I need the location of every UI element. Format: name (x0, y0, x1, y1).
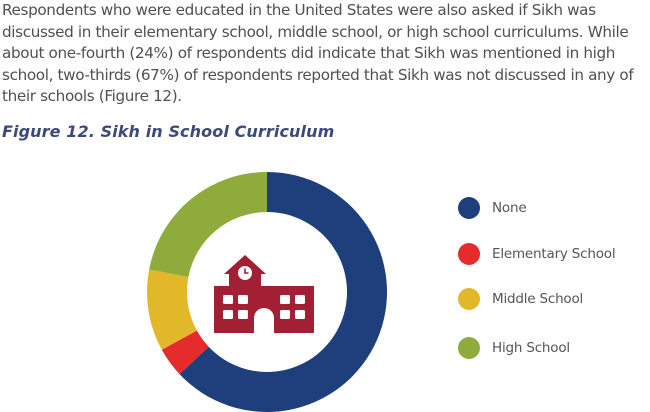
paragraph-line: Respondents who were educated in the Uni… (2, 1, 596, 19)
donut-segments (147, 172, 388, 412)
body-paragraph: Respondents who were educated in the Uni… (2, 0, 650, 108)
legend-label: Middle School (492, 291, 584, 307)
figure-title: Figure 12. Sikh in School Curriculum (2, 122, 335, 141)
donut-segment-none (179, 172, 388, 412)
donut-segment-elementary-school (161, 330, 209, 375)
legend-swatch-icon (458, 197, 480, 219)
donut-chart: None Elementary School Middle School Hig… (0, 160, 650, 412)
donut-svg (147, 172, 388, 412)
legend-swatch-icon (458, 288, 480, 310)
legend-swatch-icon (458, 337, 480, 359)
legend-item-high-school: High School (458, 336, 570, 360)
donut-segment-middle-school (147, 269, 197, 350)
legend-label: High School (492, 340, 570, 356)
legend-swatch-icon (458, 243, 480, 265)
paragraph-line: discussed in their elementary school, mi… (2, 22, 629, 41)
legend-label: Elementary School (492, 246, 616, 262)
school-building-icon (214, 255, 314, 333)
donut-segment-high-school (149, 172, 267, 278)
paragraph-line: their schools (Figure 12). (2, 87, 182, 105)
legend-item-none: None (458, 196, 527, 220)
legend-item-elementary-school: Elementary School (458, 242, 616, 266)
paragraph-line: school, two-thirds (67%) of respondents … (2, 65, 634, 84)
legend-item-middle-school: Middle School (458, 287, 583, 311)
legend-label: None (492, 200, 527, 216)
paragraph-line: about one-fourth (24%) of respondents di… (2, 44, 616, 62)
